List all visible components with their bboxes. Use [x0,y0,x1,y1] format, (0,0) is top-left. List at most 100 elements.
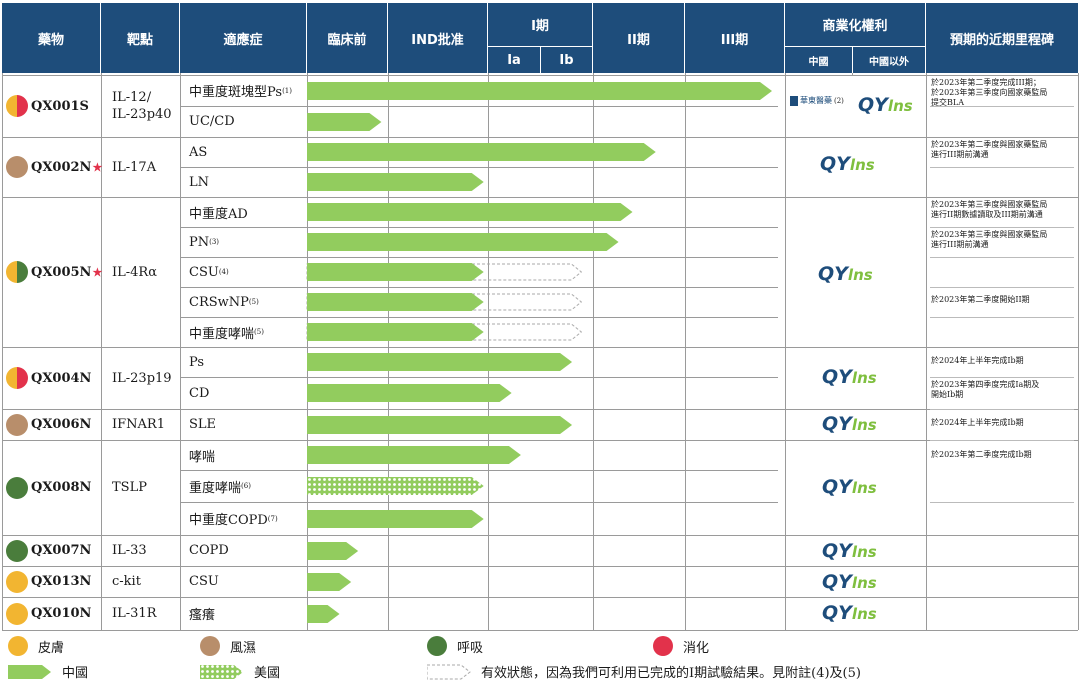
progress-arrow [307,143,656,161]
logo-sub: lns [851,574,877,592]
milestone-text: 於2023年第三季度與國家藥監局 進行III期前溝通 [931,230,1048,249]
header-milestone: 預期的近期里程碑 [926,3,1078,73]
qyuns-logo: QYlns [822,602,877,624]
qyuns-logo: QYlns [822,366,877,388]
header-indication: 適應症 [180,3,306,73]
footnote-ref: (7) [267,514,278,523]
qyuns-logo-text: QYlns [822,476,877,498]
indication-label: 中重度COPD [189,513,268,528]
drug-name: QX004N [31,370,92,386]
logo-main: QY [820,153,850,175]
indication-label: 中重度斑塊型Ps [189,85,283,100]
header-phase1b: Ib [541,47,592,73]
therapeutic-area-dot-icon [6,413,28,436]
header-china: 中國 [785,47,852,73]
qyuns-logo-text: QYlns [822,366,877,388]
footnote-ref: (6) [241,482,251,490]
grid-hline [180,287,778,288]
header-phase2: II期 [593,3,684,73]
drug-cell: QX004N [6,347,100,409]
indication-cell: AS [189,137,305,167]
drug-cell: QX013N [6,566,100,597]
legend-skin: 皮膚 [8,636,64,656]
indication-label: 中重度AD [189,206,248,222]
drug-cell: QX002N ★ [6,137,102,197]
milestone-divider [930,317,1074,318]
indication-cell: Ps [189,347,305,377]
logo-sub: lns [851,605,877,623]
indication-cell: 瘙癢 [189,597,305,630]
grid-vline [852,73,853,75]
header-outside-china: 中國以外 [853,47,925,73]
header-drug: 藥物 [2,3,100,73]
skin-dot-icon [8,636,28,656]
legend-china-label: 中國 [62,666,89,681]
legend-usa: 美國 [200,662,280,681]
indication-label: Ps [189,354,205,370]
drug-name: QX007N [31,543,92,558]
therapeutic-area-dot-icon [6,156,28,178]
grid-vline [1078,73,1079,630]
pipeline-arrow [307,477,484,495]
indication-cell: LN [189,167,305,197]
pipeline-arrow [307,415,573,434]
indication-label: CRSwNP [189,294,249,310]
indication-label: 中重度哮喘 [189,326,255,342]
progress-arrow [307,572,352,591]
indication-cell: 重度哮喘 (6) [189,470,305,502]
grid-vline [307,73,308,630]
footnote-ref: (1) [282,86,292,95]
header-ind: IND批准 [388,3,487,73]
drug-name: QX006N [31,417,92,432]
target-cell: IFNAR1 [112,417,165,432]
qyuns-logo-text: QYlns [822,571,877,593]
dashed-arrow-icon [427,664,471,679]
drug-name: QX005N [31,264,92,280]
indication-cell: 中重度AD [189,197,305,227]
qyuns-logo: QYlns [822,571,877,593]
therapeutic-area-dot-icon [6,570,28,593]
pipeline-arrow [307,81,772,100]
logo-sub: lns [849,156,875,174]
indication-cell: PN (3) [189,227,305,257]
grid-vline [101,73,102,630]
progress-arrow [307,477,484,495]
grid-hline [2,137,1078,138]
milestone-text: 於2023年第三季度與國家藥監局 進行II期數據讀取及III期前溝通 [931,200,1048,219]
grid-hline [2,197,1078,198]
logo-sub: lns [851,479,877,497]
progress-arrow [307,384,512,402]
drug-name: QX001S [31,98,89,114]
indication-label: PN [189,234,210,250]
grid-hline [2,440,1078,441]
therapeutic-area-dot-icon [6,367,28,389]
grid-hline [2,347,1078,348]
progress-arrow [307,604,340,623]
grid-vline [2,73,3,630]
therapeutic-area-dot-icon [6,95,28,117]
progress-arrow [307,263,484,281]
grid-vline [926,73,927,630]
qyuns-logo-text: QYlns [858,94,913,116]
indication-cell: 中重度COPD (7) [189,502,305,535]
legend-rheum-label: 風濕 [230,640,257,656]
indication-cell: CRSwNP (5) [189,287,305,317]
pipeline-arrow [307,173,484,191]
logo-sub: lns [851,369,877,387]
grid-vline [488,73,489,630]
milestone-text: 於2023年第二季度與國家藥監局 進行III期前溝通 [931,140,1048,159]
logo-sub: lns [851,543,877,561]
indication-label: UC/CD [189,114,235,129]
drug-name: QX010N [31,606,92,621]
drug-name: QX002N [31,159,92,175]
milestone-text: 於2023年第二季度完成Ib期 [931,450,1032,459]
milestone-divider [930,377,1074,378]
logo-sub: lns [847,266,873,284]
grid-hline [180,317,778,318]
target-cell: IL-12/ IL-23p40 [112,90,172,122]
footnote-ref: (5) [254,328,264,336]
logo-main: QY [858,94,888,116]
indication-label: 重度哮喘 [189,480,242,496]
progress-arrow [307,446,521,464]
pipeline-arrow [307,446,521,464]
